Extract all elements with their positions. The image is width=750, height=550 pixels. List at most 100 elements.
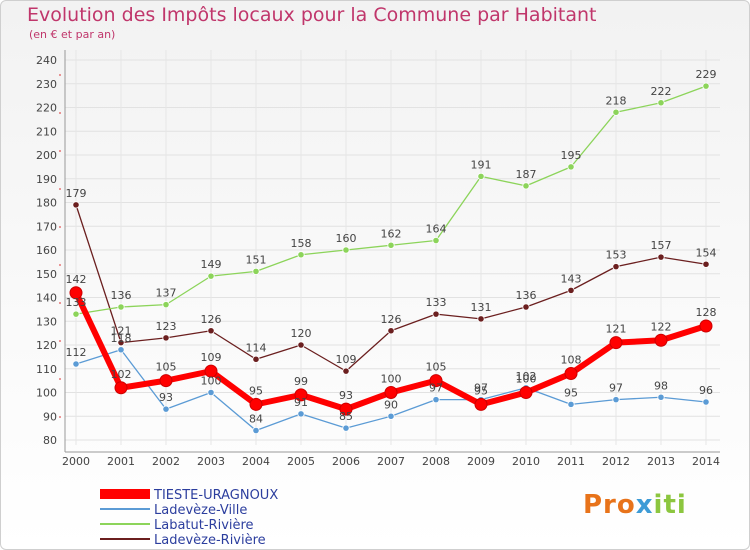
data-point	[297, 410, 305, 418]
data-point	[702, 82, 710, 90]
data-label: 93	[339, 389, 353, 402]
data-point	[339, 402, 353, 416]
y-tick-label: 210	[36, 125, 57, 138]
y-tick-label: 160	[36, 244, 57, 257]
data-label: 123	[156, 320, 177, 333]
data-point	[432, 236, 440, 245]
data-point	[207, 388, 215, 397]
data-label: 93	[159, 391, 173, 404]
data-point	[117, 339, 125, 347]
data-label: 102	[516, 370, 537, 383]
legend-label: Ladevèze-Ville	[154, 503, 247, 518]
data-label: 191	[471, 158, 492, 171]
data-label: 109	[336, 353, 357, 366]
data-point	[249, 397, 263, 411]
x-tick-label: 2008	[422, 455, 450, 468]
data-point	[114, 381, 128, 395]
legend-label: TIESTE-URAGNOUX	[153, 488, 278, 503]
data-point	[657, 253, 665, 261]
y-tick-label: 230	[36, 78, 57, 91]
data-label: 126	[201, 313, 222, 326]
data-label: 97	[609, 382, 623, 395]
x-tick-label: 2003	[197, 455, 225, 468]
y-tick-label: 240	[36, 54, 57, 67]
data-point	[612, 108, 620, 116]
data-point	[384, 386, 398, 399]
x-tick-label: 2011	[557, 455, 585, 468]
data-label: 95	[564, 386, 578, 399]
x-tick-label: 2004	[242, 455, 270, 468]
data-label: 157	[651, 239, 672, 252]
data-point	[657, 99, 665, 107]
data-label: 179	[66, 187, 87, 200]
data-label: 96	[699, 384, 713, 397]
data-point	[342, 424, 350, 432]
data-point	[72, 360, 80, 368]
data-label: 136	[111, 289, 132, 302]
data-point	[204, 364, 218, 378]
x-tick-label: 2013	[647, 455, 675, 468]
data-label: 137	[156, 287, 177, 300]
data-label: 162	[381, 227, 402, 240]
data-label: 122	[651, 320, 672, 333]
series-lines	[69, 82, 713, 435]
y-tick-label: 180	[36, 197, 57, 210]
data-label: 218	[606, 94, 627, 107]
x-tick-label: 2005	[287, 455, 315, 468]
data-label: 97	[474, 382, 488, 395]
data-point	[612, 263, 620, 271]
data-label: 136	[516, 289, 537, 302]
y-tick-label: 190	[36, 173, 57, 186]
data-label: 84	[249, 413, 263, 426]
data-label: 91	[294, 396, 308, 409]
x-tick-label: 2000	[62, 455, 90, 468]
data-label: 105	[156, 361, 177, 374]
y-tick-label: 130	[36, 315, 57, 328]
data-point	[477, 315, 485, 323]
data-label: 133	[426, 296, 447, 309]
data-point	[657, 393, 665, 401]
data-label: 118	[111, 332, 132, 345]
data-label: 158	[291, 237, 312, 250]
data-label: 195	[561, 149, 582, 162]
data-label: 99	[294, 375, 308, 388]
data-label: 187	[516, 168, 537, 181]
data-point	[387, 327, 395, 335]
data-label: 98	[654, 379, 668, 392]
data-point	[342, 367, 350, 375]
y-tick-label: 100	[36, 387, 57, 400]
x-tick-label: 2010	[512, 455, 540, 468]
chart-title: Evolution des Impôts locaux pour la Comm…	[27, 4, 597, 26]
x-tick-label: 2001	[107, 455, 135, 468]
x-tick-label: 2006	[332, 455, 360, 468]
data-point	[474, 397, 488, 411]
y-tick-label: 140	[36, 292, 57, 305]
data-label: 142	[66, 273, 87, 286]
proxiti-logo: Proxiti	[583, 490, 687, 520]
x-tick-label: 2012	[602, 455, 630, 468]
data-label: 121	[606, 323, 627, 336]
data-label: 95	[249, 384, 263, 397]
data-label: 100	[381, 373, 402, 386]
data-point	[567, 286, 575, 294]
data-point	[567, 163, 575, 171]
data-label: 149	[201, 258, 222, 271]
y-tick-label: 200	[36, 149, 57, 162]
data-label: 121	[111, 325, 132, 338]
data-label: 154	[696, 246, 717, 259]
data-point	[654, 333, 668, 347]
data-label: 151	[246, 253, 267, 266]
data-point	[162, 301, 170, 309]
data-label: 222	[651, 85, 672, 98]
data-point	[567, 400, 575, 408]
x-tick-label: 2002	[152, 455, 180, 468]
chart-subtitle: (en € et par an)	[29, 28, 116, 41]
data-labels: 179 121 123 126 114 120 109 126 133 131 136 143 153 1…	[66, 68, 717, 425]
y-tick-label: 170	[36, 220, 57, 233]
data-label: 160	[336, 232, 357, 245]
data-label: 100	[201, 375, 222, 388]
data-label: 90	[384, 398, 398, 411]
data-label: 133	[66, 296, 87, 309]
data-point	[432, 310, 440, 318]
data-point	[207, 327, 215, 335]
